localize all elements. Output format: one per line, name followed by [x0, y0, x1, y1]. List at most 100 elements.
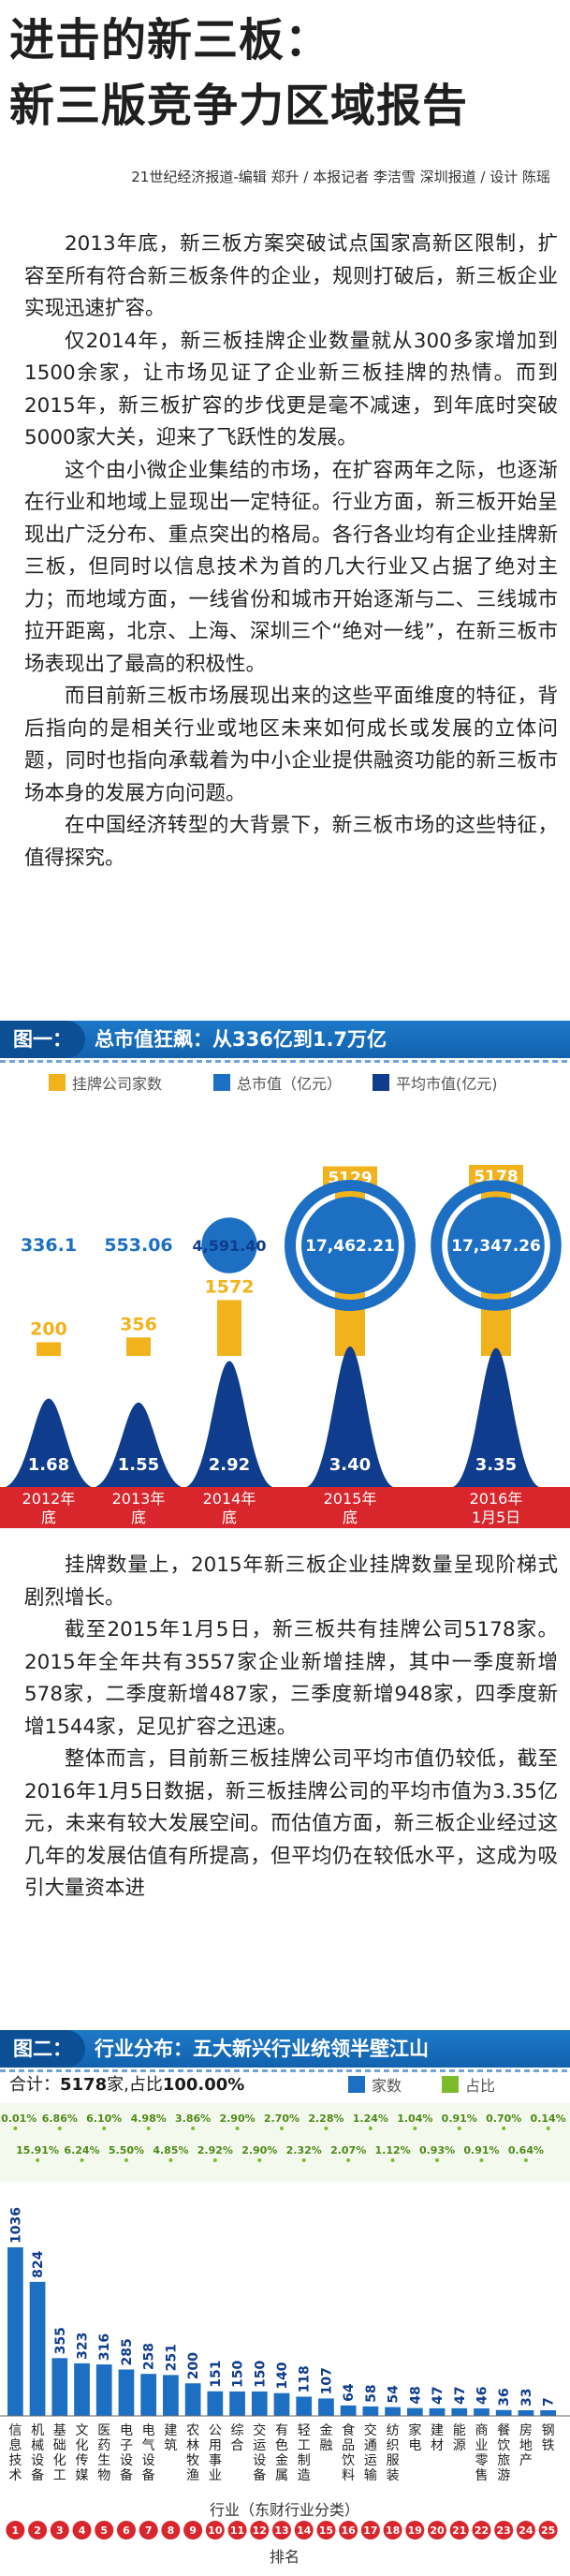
industry-count-label: 48 — [408, 2386, 423, 2404]
category-label: 2015年 — [324, 1490, 377, 1508]
industry-bar — [273, 2392, 290, 2416]
chart2-banner-title: 行业分布：五大新兴行业统领半壁江山 — [95, 2038, 429, 2060]
legend-item-share: 占比 — [442, 2073, 495, 2096]
legend-swatch — [442, 2076, 459, 2093]
industry-name-char: 林 — [186, 2438, 199, 2453]
article-analysis: 挂牌数量上，2015年新三板企业挂牌数量呈现阶梯式剧烈增长。 截至2015年1月… — [24, 1550, 558, 1906]
rank-number: 20 — [430, 2524, 445, 2537]
industry-share-dot — [280, 2127, 284, 2130]
industry-name-char: 基 — [53, 2422, 66, 2438]
rank-circle — [116, 2521, 136, 2539]
industry-share-label: 6.10% — [86, 2112, 122, 2125]
industry-count-label: 140 — [275, 2362, 290, 2389]
page-title: 进击的新三板： 新三版竞争力区域报告 — [9, 7, 562, 139]
industry-name-char: 业 — [475, 2438, 488, 2453]
industry-name-char: 备 — [120, 2467, 133, 2483]
average-peak — [186, 1361, 272, 1487]
total-mid: 家,占比 — [107, 2075, 163, 2095]
industry-name-char: 建 — [164, 2423, 177, 2438]
industry-name-char: 装 — [387, 2468, 400, 2483]
industry-share-label: 0.91% — [442, 2112, 477, 2125]
industry-count-label: 33 — [519, 2389, 534, 2407]
rank-circle — [472, 2521, 491, 2539]
industry-bar — [251, 2391, 268, 2416]
rank-number: 8 — [168, 2524, 175, 2537]
industry-name-char: 农 — [186, 2423, 199, 2438]
industry-name-char: 源 — [453, 2438, 466, 2453]
industry-share-dot — [368, 2127, 373, 2130]
rank-number: 10 — [208, 2524, 223, 2537]
rank-number: 16 — [342, 2524, 357, 2537]
rank-number: 4 — [79, 2524, 86, 2537]
rank-circle — [294, 2521, 314, 2539]
industry-share-dot — [324, 2127, 329, 2130]
industry-share-label: 6.24% — [64, 2144, 99, 2156]
industry-name-char: 造 — [298, 2468, 311, 2483]
industry-name-char: 备 — [142, 2467, 155, 2483]
average-label: 1.55 — [118, 1455, 159, 1475]
rank-circle — [50, 2521, 69, 2539]
total-label: 17,462.21 — [305, 1237, 395, 1256]
industry-share-dot — [301, 2158, 306, 2162]
industry-bar — [406, 2407, 423, 2416]
industry-bar — [540, 2410, 556, 2416]
industry-name-char: 设 — [253, 2453, 266, 2468]
rank-circle — [6, 2521, 25, 2539]
total-ring — [431, 1180, 562, 1311]
rank-number: 1 — [12, 2524, 20, 2537]
industry-name-char: 础 — [53, 2438, 66, 2453]
rank-circle — [139, 2521, 158, 2539]
chart2-banner-label: 图二： — [0, 2030, 85, 2068]
category-label: 底 — [222, 1509, 237, 1526]
rank-circle — [360, 2521, 380, 2539]
industry-name-char: 子 — [120, 2438, 133, 2453]
industry-share-label: 0.70% — [486, 2112, 521, 2125]
rank-number: 13 — [274, 2524, 288, 2537]
industry-name-char: 建 — [431, 2423, 444, 2438]
category-label: 1月5日 — [472, 1509, 520, 1526]
industry-count-label: 46 — [475, 2387, 490, 2405]
industry-share-label: 4.98% — [131, 2112, 167, 2125]
industry-name-char: 材 — [431, 2438, 444, 2453]
chart1-banner-label: 图一： — [0, 1021, 85, 1058]
x-axis-label: 行业（东财行业分类） — [210, 2501, 359, 2519]
industry-share-dot — [168, 2158, 173, 2162]
average-peak — [95, 1402, 182, 1487]
legend-label: 家数 — [372, 2077, 402, 2095]
article-paragraph: 这个由小微企业集结的市场，在扩容两年之际，也逐渐在行业和地域上显现出一定特征。行… — [24, 458, 558, 676]
industry-name-char: 料 — [342, 2468, 355, 2483]
industry-bar — [29, 2281, 46, 2416]
average-label: 1.68 — [28, 1455, 69, 1475]
industry-name-char: 游 — [497, 2468, 510, 2483]
count-bar — [126, 1337, 151, 1356]
legend-label: 总市值（亿元） — [237, 1075, 343, 1093]
total-circle — [447, 1197, 545, 1294]
legend-label: 挂牌公司家数 — [72, 1075, 163, 1093]
industry-name-char: 电 — [408, 2438, 421, 2453]
rank-number: 12 — [253, 2524, 267, 2537]
industry-name-char: 药 — [97, 2438, 110, 2453]
article-paragraph: 在中国经济转型的大背景下，新三板市场的这些特征，值得探究。 — [24, 814, 558, 870]
rank-circle — [494, 2521, 514, 2539]
industry-name-char: 属 — [275, 2468, 288, 2483]
industry-share-dot — [457, 2127, 461, 2130]
legend-item-count: 家数 — [348, 2073, 402, 2096]
industry-count-label: 150 — [253, 2360, 268, 2387]
article-paragraph: 仅2014年，新三板挂牌企业数量就从300多家增加到1500余家，让市场见证了企… — [24, 329, 558, 450]
rank-circle — [383, 2521, 402, 2539]
industry-share-dot — [102, 2127, 107, 2130]
average-label: 3.35 — [475, 1455, 517, 1475]
industry-count-label: 1036 — [8, 2207, 23, 2244]
industry-share-label: 0.14% — [531, 2112, 566, 2125]
industry-name-char: 纺 — [387, 2423, 400, 2438]
industry-name-char: 食 — [342, 2422, 355, 2438]
industry-count-label: 64 — [342, 2383, 357, 2402]
rank-number: 2 — [34, 2524, 41, 2537]
legend-swatch — [348, 2076, 365, 2093]
industry-count-label: 107 — [319, 2367, 334, 2394]
total-label: 17,347.26 — [451, 1237, 541, 1256]
industry-share-label: 0.93% — [419, 2144, 455, 2156]
industry-bar — [340, 2405, 357, 2416]
industry-name-char: 电 — [120, 2423, 133, 2438]
industry-share-label: 1.04% — [397, 2112, 432, 2125]
